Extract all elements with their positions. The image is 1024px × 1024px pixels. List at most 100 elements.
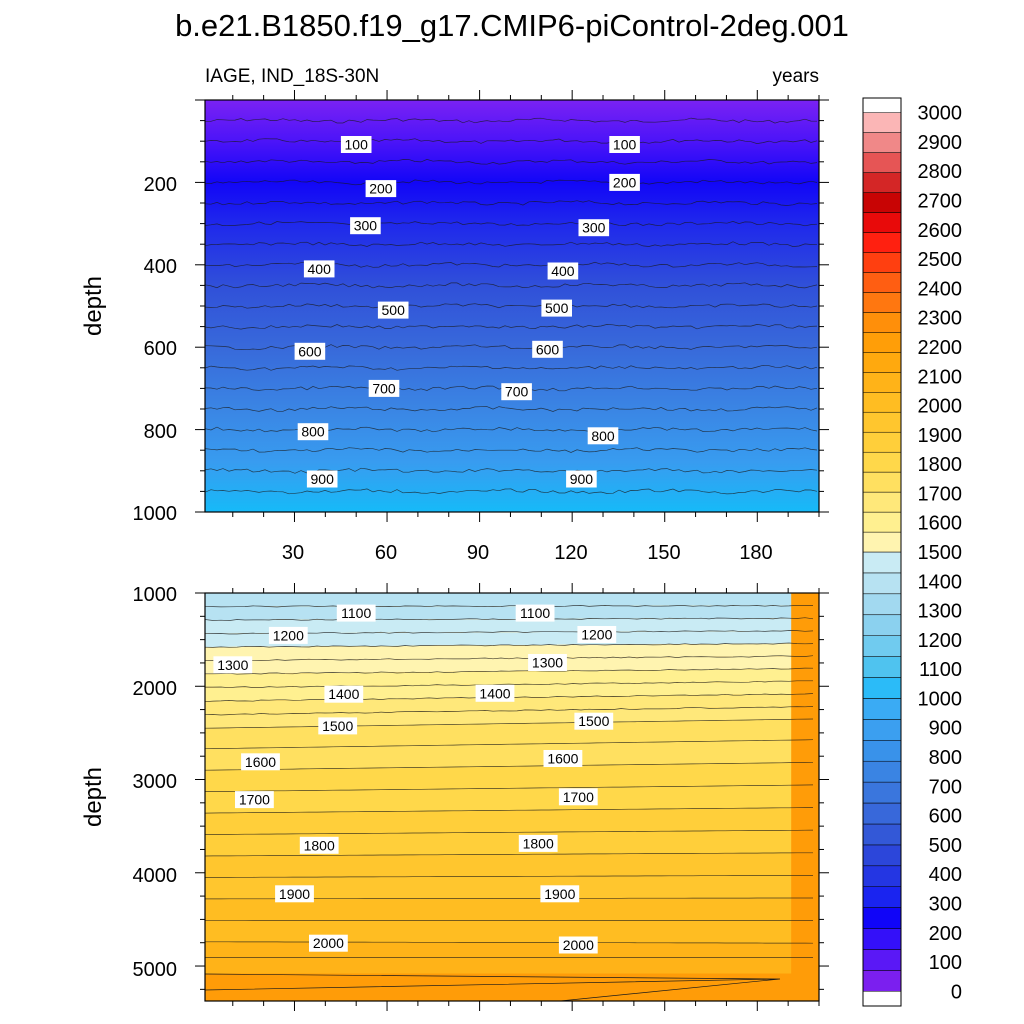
bottom-contour-label-bg	[235, 791, 274, 809]
colorbar-label: 2200	[918, 337, 963, 359]
bottom-band	[205, 957, 792, 974]
bottom-contour-line	[205, 655, 814, 662]
colorbar-box	[862, 928, 902, 950]
top-contour-line	[205, 447, 818, 453]
top-contour-line	[205, 138, 818, 144]
colorbar-box	[862, 656, 902, 678]
colorbar-label: 200	[929, 923, 962, 945]
top-contour-label-bg	[547, 262, 579, 280]
bottom-contour-label: 1900	[275, 885, 314, 903]
top-contour-label-text: 200	[369, 181, 393, 197]
bottom-contour-label: 1300	[528, 654, 567, 671]
top-contour-label-bg	[501, 383, 532, 401]
top-contour-label-text: 900	[570, 471, 594, 487]
top-contour-label-bg	[294, 342, 326, 360]
colorbar-box	[862, 212, 902, 233]
top-ticks	[195, 90, 829, 522]
colorbar-label: 2900	[918, 132, 963, 154]
bottom-contour-label-bg	[518, 834, 558, 852]
colorbar-label: 2600	[918, 220, 963, 242]
top-contour-label: 800	[297, 423, 329, 441]
colorbar-label: 2300	[918, 308, 963, 330]
bottom-contour-label-text: 1700	[239, 792, 270, 808]
colorbar-box	[862, 332, 902, 353]
top-y-axis-label: depth	[80, 276, 107, 336]
colorbar-box	[862, 192, 902, 213]
x-tick-180: 180	[739, 542, 772, 564]
bottom-contour-label-text: 1900	[279, 886, 310, 902]
top-contour-line	[205, 200, 818, 206]
bottom-contour-line	[205, 784, 814, 792]
colorbar-label: 600	[929, 806, 962, 828]
bottom-contour-line	[205, 875, 813, 878]
top-contour-label: 500	[377, 301, 409, 319]
colorbar-label: 1500	[918, 542, 963, 564]
bottom-contour-line	[205, 642, 814, 648]
bottom-contour-label-bg	[324, 685, 364, 703]
bottom-contour-line	[205, 941, 814, 944]
bottom-band	[205, 740, 792, 771]
top-contour-label-text: 800	[591, 428, 615, 444]
bottom-contour-label: 1500	[318, 717, 358, 735]
bottom-contour-label: 1400	[475, 684, 515, 702]
colorbar-box	[862, 252, 902, 273]
top-panel: IAGE, IND_18S-30N years 100 100 200 200 300 3…	[80, 66, 829, 564]
top-contour-label: 700	[368, 379, 400, 397]
top-right-label: years	[773, 66, 819, 87]
bottom-contour-line	[205, 807, 814, 814]
top-contour-label: 900	[566, 470, 597, 488]
top-contour-label: 800	[587, 427, 619, 445]
bottom-contour-label-bg	[515, 604, 555, 622]
colorbar-box	[862, 391, 902, 413]
bottom-band	[205, 852, 792, 878]
colorbar-box	[862, 760, 902, 783]
bottom-contour-line	[205, 829, 814, 835]
colorbar-label: 1600	[918, 513, 963, 535]
bottom-contour-label-bg	[275, 885, 314, 903]
colorbar-box	[862, 352, 902, 373]
colorbar-label: 1300	[918, 601, 963, 623]
top-contour-line	[205, 324, 818, 330]
colorbar-boxes	[862, 97, 902, 1007]
top-contour-line	[205, 159, 818, 165]
colorbar-label: 500	[929, 835, 962, 857]
top-contour-label: 300	[350, 217, 381, 235]
x-tick-150: 150	[647, 542, 680, 564]
top-contour-label-bg	[578, 219, 610, 237]
bottom-field	[205, 593, 819, 1001]
bottom-contour-line	[205, 761, 814, 771]
colorbar: 3000290028002700260025002400230022002100…	[862, 97, 963, 1007]
bottom-band	[205, 785, 792, 814]
top-contour-label-text: 700	[372, 380, 396, 396]
colorbar-box	[862, 802, 902, 825]
bottom-contour-label-bg	[318, 717, 358, 735]
colorbar-label: 0	[951, 981, 962, 1003]
top-contour-label-bg	[609, 136, 640, 153]
bottom-contour-label: 1200	[268, 626, 308, 644]
top-contour-label-text: 600	[298, 343, 322, 359]
top-contour-label-bg	[340, 136, 372, 153]
bottom-contour-label-bg	[558, 936, 598, 954]
top-contour-line	[205, 364, 818, 371]
colorbar-box	[862, 677, 902, 699]
top-contour-label-text: 500	[382, 302, 406, 318]
top-contour-label: 100	[340, 136, 372, 153]
bottom-band	[205, 920, 792, 944]
colorbar-box	[862, 572, 902, 595]
colorbar-label: 3000	[918, 103, 963, 125]
bottom-band	[205, 593, 792, 607]
top-contour-label-text: 600	[536, 341, 560, 357]
top-y-tick-200: 200	[144, 174, 177, 196]
bottom-contour-label-bg	[336, 604, 376, 622]
bottom-contour-line	[205, 617, 814, 621]
top-contour-label: 400	[303, 260, 335, 278]
bottom-band	[205, 656, 792, 675]
bottom-contour-label-text: 1800	[523, 835, 554, 851]
bottom-contour-line	[205, 706, 814, 716]
bottom-contour-label: 1300	[213, 656, 253, 674]
colorbar-box	[862, 451, 902, 473]
colorbar-box	[862, 844, 902, 867]
bottom-contour-label-bg	[213, 656, 253, 674]
top-contour-label-bg	[368, 379, 400, 397]
